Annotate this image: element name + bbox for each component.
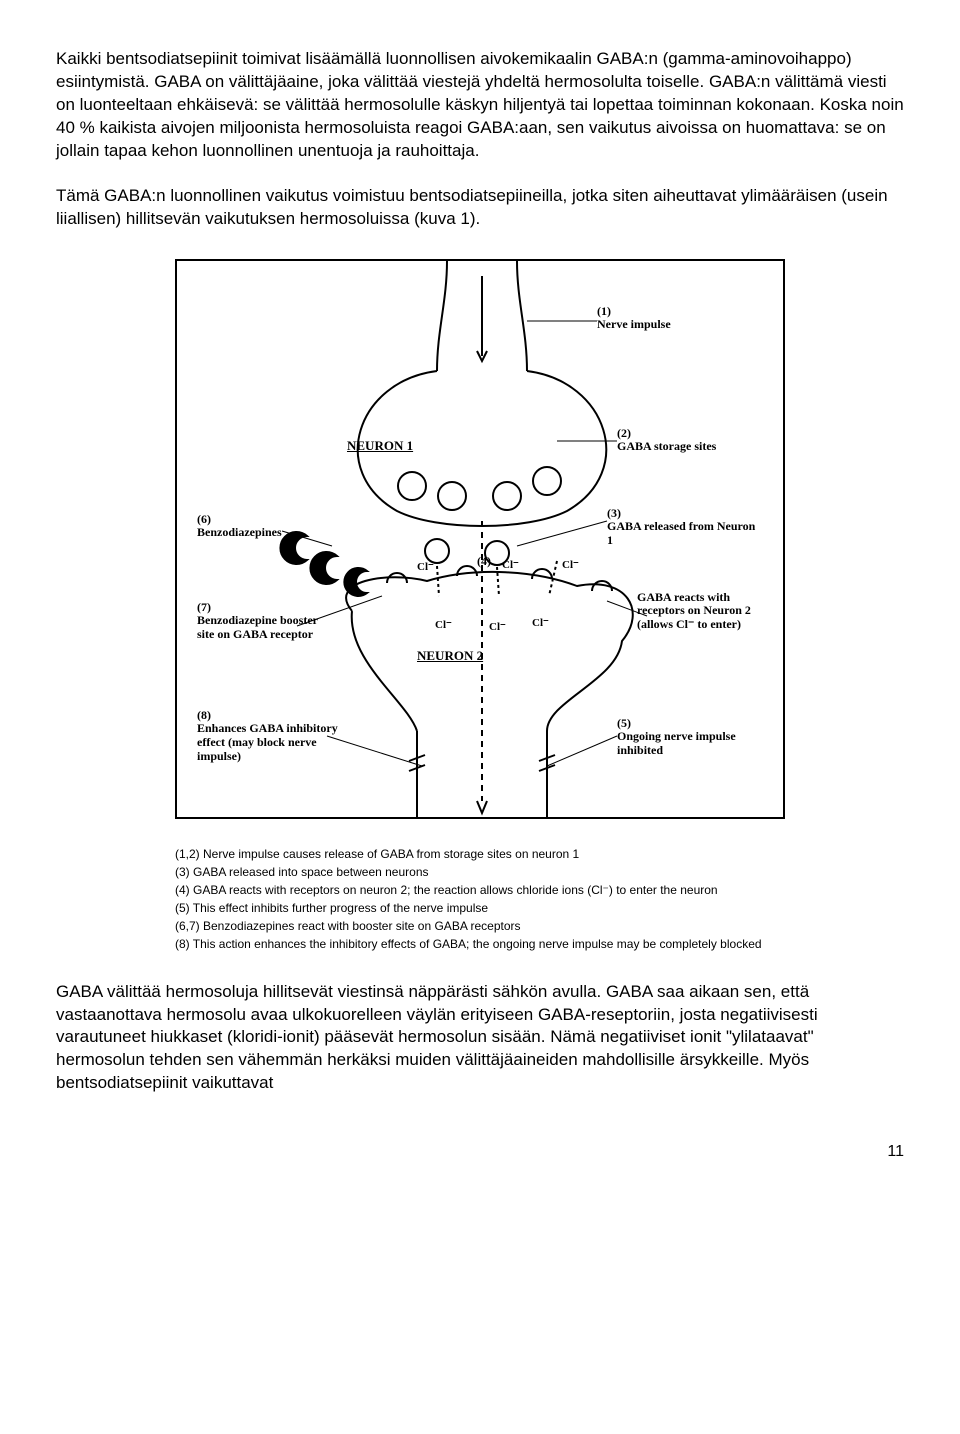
caption-line-1: (1,2) Nerve impulse causes release of GA…	[175, 845, 785, 863]
page-number: 11	[56, 1143, 904, 1161]
caption-line-2: (3) GABA released into space between neu…	[175, 863, 785, 881]
paragraph-2: Tämä GABA:n luonnollinen vaikutus voimis…	[56, 185, 904, 231]
label-cl-in3: Cl⁻	[532, 617, 549, 630]
label-3-text: GABA released from Neuron 1	[607, 519, 755, 547]
label-3: (3) GABA released from Neuron 1	[607, 507, 757, 548]
label-6-num: (6)	[197, 512, 211, 526]
label-2: (2) GABA storage sites	[617, 427, 716, 455]
label-cl-in2: Cl⁻	[489, 621, 506, 634]
figure-container: (1) Nerve impulse NEURON 1 (2) GABA stor…	[56, 259, 904, 953]
caption-line-3: (4) GABA reacts with receptors on neuron…	[175, 881, 785, 899]
label-neuron1: NEURON 1	[347, 439, 413, 454]
label-cl-a: Cl⁻	[417, 561, 434, 574]
label-5-text: Ongoing nerve impulse inhibited	[617, 729, 736, 757]
figure-caption: (1,2) Nerve impulse causes release of GA…	[175, 845, 785, 953]
caption-line-5: (6,7) Benzodiazepines react with booster…	[175, 917, 785, 935]
label-cl-c: Cl⁻	[562, 559, 579, 572]
caption-line-4: (5) This effect inhibits further progres…	[175, 899, 785, 917]
caption-line-6: (8) This action enhances the inhibitory …	[175, 935, 785, 953]
label-7-text: Benzodiazepine booster site on GABA rece…	[197, 613, 318, 641]
label-4r: GABA reacts with receptors on Neuron 2 (…	[637, 591, 777, 632]
paragraph-1: Kaikki bentsodiatsepiinit toimivat lisää…	[56, 48, 904, 163]
label-5-num: (5)	[617, 716, 631, 730]
label-cl-in1: Cl⁻	[435, 619, 452, 632]
label-1-num: (1)	[597, 304, 611, 318]
label-3-num: (3)	[607, 506, 621, 520]
label-neuron2: NEURON 2	[417, 649, 483, 664]
paragraph-3: GABA välittää hermosoluja hillitsevät vi…	[56, 981, 904, 1096]
label-6-text: Benzodiazepines	[197, 525, 282, 539]
label-1-text: Nerve impulse	[597, 317, 671, 331]
label-7-num: (7)	[197, 600, 211, 614]
figure: (1) Nerve impulse NEURON 1 (2) GABA stor…	[175, 259, 785, 953]
label-8-text: Enhances GABA inhibitory effect (may blo…	[197, 721, 338, 763]
label-4-num: (4)	[477, 555, 491, 569]
label-8-num: (8)	[197, 708, 211, 722]
label-8: (8) Enhances GABA inhibitory effect (may…	[197, 709, 357, 764]
label-2-num: (2)	[617, 426, 631, 440]
label-cl-b: Cl⁻	[502, 559, 519, 572]
label-5: (5) Ongoing nerve impulse inhibited	[617, 717, 767, 758]
label-6: (6) Benzodiazepines	[197, 513, 282, 541]
label-1: (1) Nerve impulse	[597, 305, 671, 333]
neuron-diagram: (1) Nerve impulse NEURON 1 (2) GABA stor…	[175, 259, 785, 819]
label-7: (7) Benzodiazepine booster site on GABA …	[197, 601, 327, 642]
label-2-text: GABA storage sites	[617, 439, 716, 453]
